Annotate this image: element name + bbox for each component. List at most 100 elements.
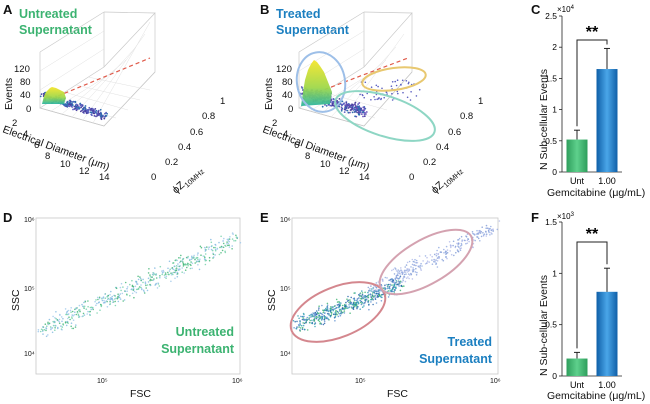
scatter-point	[71, 101, 74, 103]
scatter-point	[370, 299, 372, 301]
scatter-point	[210, 245, 213, 248]
scatter-point	[163, 274, 166, 276]
scatter-point	[395, 268, 397, 270]
scatter-point	[439, 251, 442, 253]
scatter-point	[167, 273, 170, 276]
panel-d-annot-line2: Supernatant	[161, 342, 235, 356]
scatter-point	[356, 111, 358, 114]
scatter-point	[366, 92, 369, 95]
scatter-point	[224, 250, 226, 253]
scatter-point	[191, 267, 193, 270]
scatter-point	[369, 288, 371, 290]
scatter-point	[332, 306, 335, 308]
scatter-point	[118, 294, 120, 297]
scatter-point	[332, 98, 335, 101]
scatter-point	[354, 115, 356, 118]
scatter-point	[367, 296, 370, 299]
scatter-point	[456, 242, 458, 245]
scatter-point	[332, 309, 335, 312]
scatter-point	[393, 290, 395, 293]
scatter-point	[417, 265, 420, 268]
scatter-point	[77, 106, 80, 109]
scatter-point	[352, 302, 355, 304]
scatter-point	[461, 240, 463, 243]
scatter-point	[436, 257, 439, 259]
scatter-point	[144, 281, 147, 284]
scatter-point	[363, 115, 366, 118]
scatter-point	[482, 232, 484, 234]
scatter-point	[356, 307, 358, 310]
scatter-point	[105, 111, 107, 114]
scatter-point	[391, 81, 394, 83]
scatter-point	[231, 238, 234, 240]
c-exp-base: ×10	[557, 5, 571, 14]
scatter-point	[181, 271, 183, 274]
scatter-point	[396, 273, 399, 275]
scatter-point	[178, 257, 180, 259]
panel-f: F ×103 0 0.5 1 1.5 Unt 1.00 ** N Sub-cellular …	[531, 210, 645, 402]
d-ytick-1e4: 10⁴	[24, 351, 35, 358]
scatter-point	[110, 298, 113, 300]
scatter-point	[345, 102, 348, 104]
scatter-point	[488, 228, 491, 230]
scatter-point	[492, 230, 495, 232]
scatter-point	[200, 246, 203, 249]
scatter-point	[222, 240, 224, 242]
scatter-point	[88, 108, 90, 111]
scatter-point	[124, 290, 127, 293]
scatter-point	[347, 299, 350, 302]
scatter-point	[449, 250, 452, 252]
scatter-point	[375, 289, 377, 291]
scatter-point	[51, 331, 54, 334]
scatter-point	[175, 259, 177, 261]
a-ztick-40: 40	[20, 90, 31, 101]
scatter-point	[311, 319, 313, 322]
scatter-point	[159, 265, 162, 268]
scatter-point	[315, 317, 318, 320]
scatter-point	[94, 108, 97, 110]
scatter-point	[393, 286, 396, 289]
scatter-point	[434, 261, 436, 263]
panel-d-xlabel: FSC	[130, 388, 151, 400]
scatter-point	[376, 292, 378, 295]
scatter-point	[67, 313, 70, 316]
scatter-point	[435, 259, 437, 261]
scatter-point	[161, 273, 163, 276]
scatter-point	[326, 302, 329, 305]
scatter-point	[101, 297, 103, 299]
scatter-point	[408, 260, 411, 263]
scatter-point	[231, 245, 233, 247]
scatter-point	[416, 261, 419, 264]
scatter-point	[414, 271, 417, 273]
scatter-point	[304, 319, 306, 322]
scatter-point	[83, 314, 86, 316]
scatter-point	[460, 235, 463, 238]
scatter-point	[315, 310, 318, 312]
scatter-point	[323, 312, 326, 314]
scatter-point	[361, 306, 364, 309]
scatter-point	[343, 111, 346, 113]
panel-a-ylabel-sub: 10MHz	[182, 167, 206, 190]
scatter-point	[140, 279, 142, 282]
panel-f-exponent: ×103	[557, 212, 575, 221]
scatter-point	[106, 306, 109, 308]
scatter-point	[415, 95, 418, 97]
scatter-point	[100, 112, 102, 115]
scatter-point	[456, 249, 459, 251]
c-exp-power: 4	[571, 5, 575, 11]
scatter-point	[338, 305, 341, 307]
scatter-point	[375, 282, 378, 284]
scatter-point	[338, 105, 341, 108]
scatter-point	[374, 285, 377, 288]
scatter-point	[422, 260, 424, 262]
scatter-point	[173, 265, 176, 268]
scatter-point	[352, 308, 355, 311]
scatter-point	[359, 293, 361, 295]
scatter-point	[187, 255, 189, 258]
y-tick-label: 1.5	[545, 73, 557, 83]
scatter-point	[129, 294, 131, 297]
scatter-point	[299, 327, 302, 329]
scatter-point	[197, 252, 199, 254]
scatter-point	[372, 299, 374, 301]
scatter-point	[42, 329, 44, 331]
